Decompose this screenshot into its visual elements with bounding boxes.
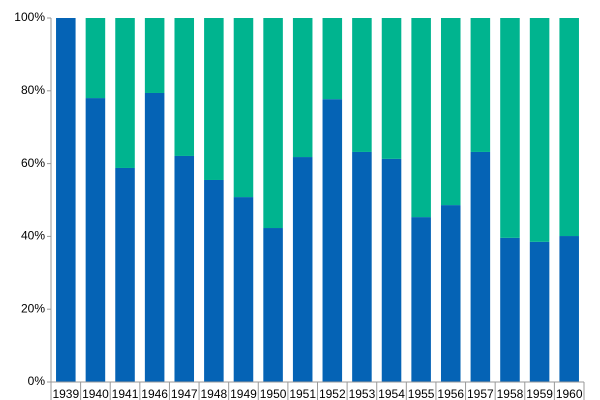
- x-tick-label: 1960: [556, 387, 583, 400]
- bar-segment: [352, 151, 372, 382]
- bar-segment: [529, 241, 550, 382]
- bar-segment: [381, 18, 402, 159]
- x-tick-label: 1953: [349, 387, 376, 400]
- bar-segment: [500, 237, 520, 382]
- bar-segment: [204, 179, 224, 382]
- bar-segment: [352, 18, 372, 152]
- bar-segment: [440, 205, 461, 382]
- bar-segment: [56, 18, 76, 382]
- bar-segment: [292, 157, 313, 382]
- x-tick-label: 1947: [171, 387, 198, 400]
- bar-segment: [233, 197, 254, 382]
- y-tick-label: 20%: [21, 301, 45, 315]
- bar-segment: [263, 228, 283, 382]
- bar-segment: [85, 18, 106, 99]
- y-tick-label: 40%: [21, 229, 45, 243]
- bar-segment: [529, 18, 550, 242]
- bar-segment: [204, 18, 224, 180]
- bar-segment: [263, 18, 283, 229]
- x-tick-label: 1958: [497, 387, 524, 400]
- bar-segment: [559, 236, 579, 382]
- bar-segment: [411, 217, 431, 382]
- bar-segment: [322, 99, 343, 382]
- bar-segment: [470, 18, 491, 152]
- x-tick-label: 1957: [467, 387, 494, 400]
- bar-segment: [470, 151, 491, 382]
- bar-segment: [174, 18, 195, 156]
- bar-segment: [322, 18, 343, 100]
- x-tick-label: 1959: [526, 387, 553, 400]
- x-tick-label: 1939: [52, 387, 79, 400]
- bar-segment: [233, 18, 254, 198]
- x-tick-label: 1946: [141, 387, 168, 400]
- x-tick-label: 1948: [201, 387, 228, 400]
- bar-segment: [381, 158, 402, 382]
- bar-segment: [174, 155, 195, 382]
- bar-segment: [115, 167, 135, 382]
- x-tick-label: 1951: [289, 387, 316, 400]
- bar-segment: [500, 18, 520, 238]
- bar-segment: [115, 18, 135, 168]
- y-tick-label: 80%: [21, 83, 45, 97]
- y-tick-label: 100%: [14, 10, 45, 24]
- x-tick-label: 1956: [437, 387, 464, 400]
- x-tick-label: 1940: [82, 387, 109, 400]
- bar-segment: [411, 18, 431, 218]
- x-tick-label: 1941: [112, 387, 139, 400]
- x-tick-label: 1949: [230, 387, 257, 400]
- bar-segment: [440, 18, 461, 206]
- bar-segment: [144, 92, 165, 382]
- x-tick-label: 1955: [408, 387, 435, 400]
- y-tick-label: 60%: [21, 156, 45, 170]
- y-tick-label: 0%: [28, 374, 46, 388]
- x-tick-label: 1954: [378, 387, 405, 400]
- bar-segment: [144, 18, 165, 93]
- bar-segment: [292, 18, 313, 158]
- bar-segment: [559, 18, 579, 237]
- x-tick-label: 1952: [319, 387, 346, 400]
- x-tick-label: 1950: [260, 387, 287, 400]
- bar-segment: [85, 98, 106, 382]
